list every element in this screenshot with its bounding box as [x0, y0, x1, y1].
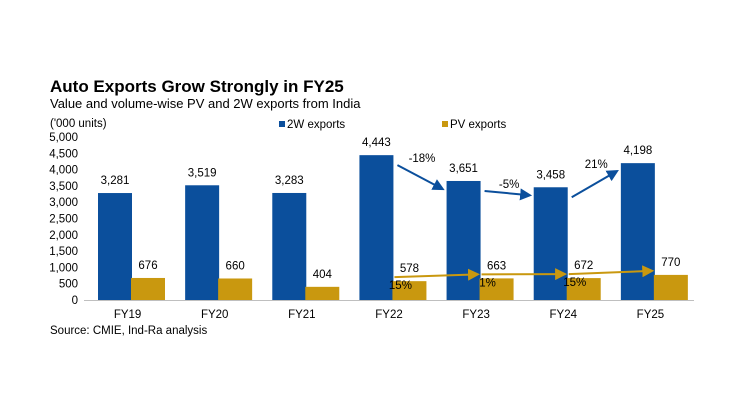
data-labels: 3,281 3,519 3,283 4,443 3,651 3,458 4,198 676 66… [101, 137, 681, 281]
data-label-2w-fy24: 3,458 [536, 169, 565, 181]
legend-swatch-pv [442, 121, 448, 127]
y-tick-label: 1,000 [49, 262, 78, 274]
x-tick-label: FY24 [550, 309, 578, 321]
x-tick-label: FY25 [637, 309, 665, 321]
y-tick-label: 4,000 [49, 165, 78, 177]
bar-2w-fy19 [98, 193, 132, 300]
growth-arrow-2w [484, 188, 533, 201]
x-tick-label: FY19 [114, 309, 142, 321]
data-label-2w-fy23: 3,651 [449, 163, 478, 175]
growth-label-pv: 15% [563, 277, 586, 289]
growth-label-pv: 15% [389, 280, 412, 292]
growth-arrow-2w [396, 164, 445, 191]
bar-2w-fy20 [185, 185, 220, 300]
bar-pv-fy23 [479, 278, 514, 300]
bar-2w-fy24 [533, 187, 568, 300]
data-label-pv-fy23: 663 [487, 260, 506, 272]
data-label-2w-fy20: 3,519 [188, 167, 217, 179]
data-label-pv-fy20: 660 [226, 260, 245, 272]
legend-swatch-2w [279, 121, 285, 127]
y-axis-ticks: 0 500 1,000 1,500 2,000 2,500 3,000 3,500 4,000 4… [49, 132, 78, 307]
bar-pv-fy20 [218, 278, 253, 300]
legend: 2W exports PV exports [279, 119, 506, 131]
x-tick-label: FY22 [375, 309, 403, 321]
chart-title: Auto Exports Grow Strongly in FY25 [50, 77, 344, 96]
source-note: Source: CMIE, Ind-Ra analysis [50, 325, 207, 337]
bar-pv-fy21 [305, 286, 340, 300]
growth-annotations: -18% -5% 21% 15% 1% 15% [389, 153, 655, 292]
growth-arrow-2w [571, 169, 619, 199]
data-label-2w-fy22: 4,443 [362, 137, 391, 149]
data-label-pv-fy25: 770 [661, 257, 680, 269]
y-tick-label: 5,000 [49, 132, 78, 144]
data-label-2w-fy21: 3,283 [275, 175, 304, 187]
y-tick-label: 3,500 [49, 181, 78, 193]
y-tick-label: 1,500 [49, 246, 78, 258]
y-axis-unit-label: ('000 units) [50, 118, 107, 130]
data-label-pv-fy22: 578 [400, 263, 419, 275]
data-label-pv-fy21: 404 [313, 269, 333, 281]
x-tick-label: FY23 [462, 309, 490, 321]
bar-2w-fy23 [446, 180, 481, 300]
x-axis-ticks: FY19 FY20 FY21 FY22 FY23 FY24 FY25 [114, 309, 664, 321]
bar-pv-fy19 [131, 277, 165, 300]
growth-label-2w: 21% [585, 159, 608, 171]
x-tick-label: FY20 [201, 309, 229, 321]
bar-pv-fy24 [566, 278, 601, 300]
y-tick-label: 2,500 [49, 214, 78, 226]
y-tick-label: 4,500 [49, 148, 78, 160]
y-tick-label: 500 [59, 279, 78, 291]
bar-pv-fy25 [653, 274, 688, 300]
bar-pv-fy22 [392, 281, 427, 300]
data-label-2w-fy19: 3,281 [101, 175, 130, 187]
bar-2w-fy21 [272, 192, 307, 300]
chart-subtitle: Value and volume-wise PV and 2W exports … [50, 96, 361, 111]
bars [98, 155, 688, 300]
growth-arrow-pv [568, 265, 655, 278]
bar-2w-fy25 [620, 163, 655, 300]
growth-label-pv: 1% [479, 277, 496, 289]
legend-label-2w: 2W exports [287, 119, 345, 131]
data-label-pv-fy19: 676 [138, 260, 157, 272]
x-tick-label: FY21 [288, 309, 316, 321]
data-label-pv-fy24: 672 [574, 260, 593, 272]
y-tick-label: 0 [72, 295, 78, 307]
y-tick-label: 2,000 [49, 230, 78, 242]
growth-arrow-pv [394, 268, 480, 281]
bar-2w-fy22 [359, 155, 394, 300]
y-tick-label: 3,000 [49, 197, 78, 209]
legend-label-pv: PV exports [450, 119, 506, 131]
growth-label-2w: -5% [499, 179, 519, 191]
growth-label-2w: -18% [409, 153, 436, 165]
data-label-2w-fy25: 4,198 [623, 145, 652, 157]
